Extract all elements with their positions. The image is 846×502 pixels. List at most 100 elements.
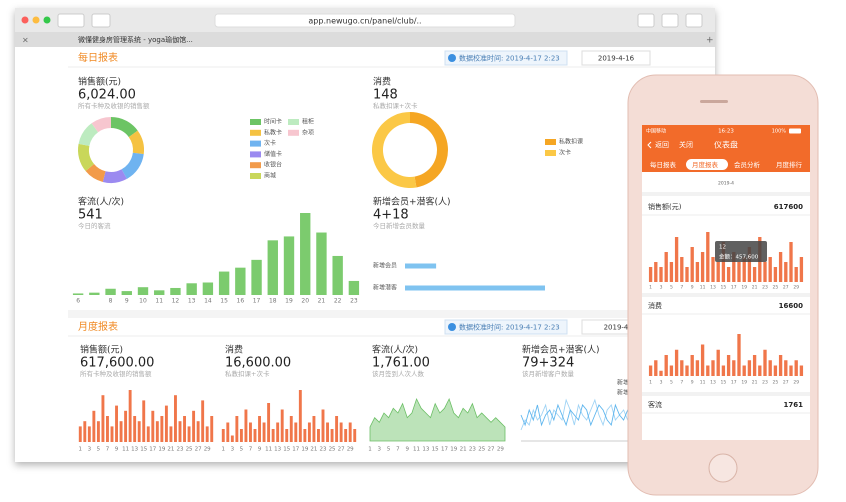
bar <box>768 360 772 376</box>
bar <box>737 334 741 376</box>
date-value: 2019-4 <box>604 324 629 332</box>
bar <box>239 429 243 442</box>
x-tick-label: 11 <box>700 285 706 291</box>
bar <box>768 257 772 282</box>
x-tick-label: 21 <box>460 447 467 453</box>
phone-gap <box>642 392 810 396</box>
bar <box>110 426 114 442</box>
x-tick-label: 12 <box>172 298 180 305</box>
bar <box>690 355 694 376</box>
bar <box>300 213 311 295</box>
bar <box>201 400 205 442</box>
x-tick-label: 3 <box>378 447 382 453</box>
date-box[interactable] <box>581 50 651 66</box>
bar <box>312 416 316 442</box>
x-tick-label: 27 <box>783 380 789 386</box>
sync-box <box>444 319 568 335</box>
legend-swatch <box>250 162 261 169</box>
x-tick-label: 13 <box>274 447 281 453</box>
bar <box>680 360 684 376</box>
close-button[interactable] <box>21 16 29 24</box>
bar <box>799 365 804 376</box>
bar <box>784 262 788 282</box>
home-button[interactable] <box>708 453 738 483</box>
bar <box>794 267 798 282</box>
legend-swatch <box>250 140 261 147</box>
tab-close[interactable]: × <box>22 36 29 45</box>
bar <box>353 429 357 442</box>
sidebar-button[interactable] <box>91 13 111 28</box>
bar <box>210 416 214 442</box>
metric-note: 所有卡种及收银的销售额 <box>80 369 152 378</box>
bar <box>105 288 116 295</box>
x-tick-label: 3 <box>660 285 663 291</box>
donut-slice <box>85 164 106 182</box>
bar <box>89 292 100 295</box>
donut-slice <box>111 117 138 138</box>
x-tick-label: 23 <box>177 447 184 453</box>
sync-time: 数据校准时间: 2019-4-17 2:23 <box>459 323 560 332</box>
tab[interactable]: 月度排行 <box>776 160 803 169</box>
bar <box>326 422 329 442</box>
bar <box>221 429 225 442</box>
bar <box>249 422 252 442</box>
bar <box>716 349 720 376</box>
address-bar[interactable] <box>214 13 516 28</box>
line <box>520 403 641 427</box>
metric-note: 私教扣课+次卡 <box>373 101 418 110</box>
legend-label: 商城 <box>264 172 276 180</box>
x-tick-label: 29 <box>793 380 799 386</box>
bar <box>335 416 339 442</box>
nav-buttons[interactable] <box>57 13 85 28</box>
bar <box>742 257 746 282</box>
metric-value: 617,600.00 <box>80 356 154 371</box>
x-tick-label: 7 <box>106 447 110 453</box>
month-label: 2019-4 <box>718 181 734 187</box>
x-tick-label: 13 <box>422 447 429 453</box>
minimize-button[interactable] <box>32 16 40 24</box>
metric-value: 16,600.00 <box>225 356 291 371</box>
x-tick-label: 22 <box>334 298 342 305</box>
x-tick-label: 17 <box>731 380 737 386</box>
new-tab[interactable]: + <box>706 36 714 46</box>
bar <box>101 395 105 442</box>
battery: 100% <box>772 129 787 135</box>
back-arrow <box>647 141 652 149</box>
phone-gap <box>642 293 810 297</box>
bar <box>789 365 793 376</box>
tab[interactable]: 每日报表 <box>650 160 677 169</box>
x-tick-label: 25 <box>773 380 779 386</box>
share-button[interactable] <box>637 13 655 28</box>
bar <box>121 291 132 295</box>
x-tick-label: 9 <box>405 447 409 453</box>
bar <box>763 349 767 376</box>
close-button[interactable]: 关闭 <box>679 140 693 149</box>
tab[interactable]: 会员分析 <box>734 160 761 169</box>
metric-label: 消费 <box>373 76 391 88</box>
tab-bar <box>15 32 715 47</box>
bar <box>706 365 710 376</box>
maximize-button[interactable] <box>43 16 51 24</box>
tab-title: 微懂健身房管理系统 - yoga瑜伽馆... <box>78 35 193 44</box>
metric-value: 1,761.00 <box>372 356 430 371</box>
download-button[interactable] <box>685 13 703 28</box>
x-tick-label: 29 <box>204 447 211 453</box>
x-tick-label: 17 <box>292 447 299 453</box>
x-tick-label: 23 <box>320 447 327 453</box>
bar <box>726 267 731 282</box>
bar <box>133 416 137 442</box>
bar <box>669 365 674 376</box>
tabs-button[interactable] <box>661 13 679 28</box>
legend-label: 杂项 <box>302 129 314 136</box>
phone-screen <box>642 125 810 440</box>
bar <box>778 355 783 376</box>
back-button[interactable]: 返回 <box>655 141 669 149</box>
active-tab[interactable] <box>686 159 728 170</box>
x-tick-label: 9 <box>125 298 129 305</box>
bar <box>773 365 778 376</box>
x-tick-label: 19 <box>158 447 165 453</box>
bar <box>726 355 731 376</box>
tab[interactable]: 月度报表 <box>692 160 719 169</box>
metric-value: 541 <box>78 208 103 223</box>
bar <box>106 416 109 442</box>
